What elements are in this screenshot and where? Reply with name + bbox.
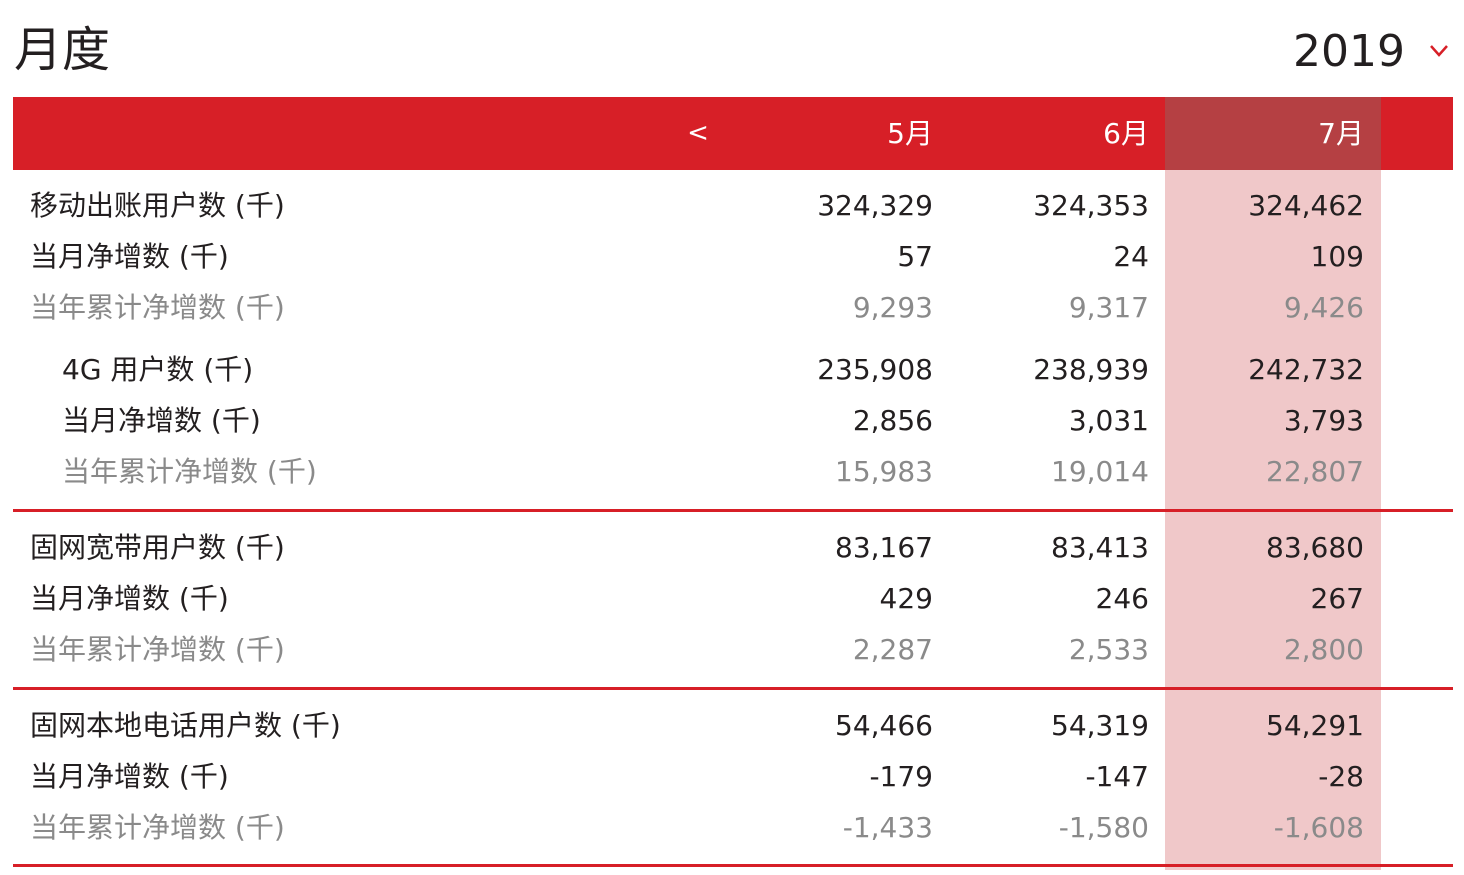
value-june: 246: [1095, 582, 1149, 615]
table-row: 当月净增数 (千) -179 -147 -28: [0, 751, 1464, 802]
value-may: 54,466: [835, 709, 933, 742]
value-july: 3,793: [1283, 404, 1364, 437]
table-row: 4G 用户数 (千) 235,908 238,939 242,732: [0, 344, 1464, 395]
selected-month-column: [1165, 170, 1381, 870]
value-june: -1,580: [1058, 811, 1149, 844]
selected-month-header-bg: [1165, 97, 1381, 170]
value-june: 3,031: [1068, 404, 1149, 437]
row-label: 固网本地电话用户数 (千): [30, 709, 341, 742]
value-july: 2,800: [1283, 633, 1364, 666]
row-label: 当年累计净增数 (千): [30, 291, 285, 324]
value-june: 9,317: [1068, 291, 1149, 324]
table-row: 当年累计净增数 (千) -1,433 -1,580 -1,608: [0, 802, 1464, 853]
value-may: 15,983: [835, 455, 933, 488]
value-july: 83,680: [1266, 531, 1364, 564]
value-may: -179: [869, 760, 933, 793]
table-row: 固网宽带用户数 (千) 83,167 83,413 83,680: [0, 522, 1464, 573]
page-title: 月度: [14, 22, 111, 78]
row-label: 当月净增数 (千): [62, 404, 261, 437]
row-label: 移动出账用户数 (千): [30, 189, 285, 222]
value-may: 429: [879, 582, 933, 615]
value-july: -1,608: [1273, 811, 1364, 844]
value-june: 83,413: [1051, 531, 1149, 564]
value-june: 238,939: [1033, 353, 1149, 386]
table-row: 当年累计净增数 (千) 2,287 2,533 2,800: [0, 624, 1464, 675]
value-may: 2,287: [852, 633, 933, 666]
value-may: 324,329: [817, 189, 933, 222]
table-row: 当年累计净增数 (千) 9,293 9,317 9,426: [0, 282, 1464, 333]
row-label: 4G 用户数 (千): [62, 353, 254, 386]
value-may: 2,856: [852, 404, 933, 437]
row-label: 固网宽带用户数 (千): [30, 531, 285, 564]
row-label: 当年累计净增数 (千): [62, 455, 317, 488]
section-divider: [13, 687, 1453, 690]
value-june: 54,319: [1051, 709, 1149, 742]
row-label: 当月净增数 (千): [30, 582, 229, 615]
row-label: 当月净增数 (千): [30, 240, 229, 273]
value-july: 54,291: [1266, 709, 1364, 742]
value-july: 109: [1310, 240, 1364, 273]
value-july: 324,462: [1248, 189, 1364, 222]
table-row: 当月净增数 (千) 57 24 109: [0, 231, 1464, 282]
chevron-down-icon[interactable]: [1429, 44, 1449, 58]
value-june: -147: [1085, 760, 1149, 793]
value-july: -28: [1318, 760, 1364, 793]
value-june: 24: [1113, 240, 1149, 273]
value-may: -1,433: [842, 811, 933, 844]
table-row: 当月净增数 (千) 429 246 267: [0, 573, 1464, 624]
month-header-may[interactable]: 5月: [887, 117, 933, 150]
value-july: 22,807: [1266, 455, 1364, 488]
value-may: 57: [897, 240, 933, 273]
row-label: 当年累计净增数 (千): [30, 633, 285, 666]
table-header: < 5月 6月 7月: [13, 97, 1453, 170]
month-header-june[interactable]: 6月: [1103, 117, 1149, 150]
value-june: 19,014: [1051, 455, 1149, 488]
value-july: 267: [1310, 582, 1364, 615]
table-row: 固网本地电话用户数 (千) 54,466 54,319 54,291: [0, 700, 1464, 751]
row-label: 当年累计净增数 (千): [30, 811, 285, 844]
row-label: 当月净增数 (千): [30, 760, 229, 793]
section-divider: [13, 864, 1453, 867]
year-selector[interactable]: 2019: [1293, 26, 1405, 77]
value-june: 324,353: [1033, 189, 1149, 222]
value-may: 83,167: [835, 531, 933, 564]
section-divider: [13, 509, 1453, 512]
value-may: 235,908: [817, 353, 933, 386]
table-row: 当年累计净增数 (千) 15,983 19,014 22,807: [0, 446, 1464, 497]
month-header-july[interactable]: 7月: [1318, 117, 1364, 150]
previous-month-button[interactable]: <: [687, 118, 709, 148]
value-may: 9,293: [852, 291, 933, 324]
value-june: 2,533: [1068, 633, 1149, 666]
value-july: 9,426: [1283, 291, 1364, 324]
table-row: 移动出账用户数 (千) 324,329 324,353 324,462: [0, 180, 1464, 231]
table-row: 当月净增数 (千) 2,856 3,031 3,793: [0, 395, 1464, 446]
value-july: 242,732: [1248, 353, 1364, 386]
